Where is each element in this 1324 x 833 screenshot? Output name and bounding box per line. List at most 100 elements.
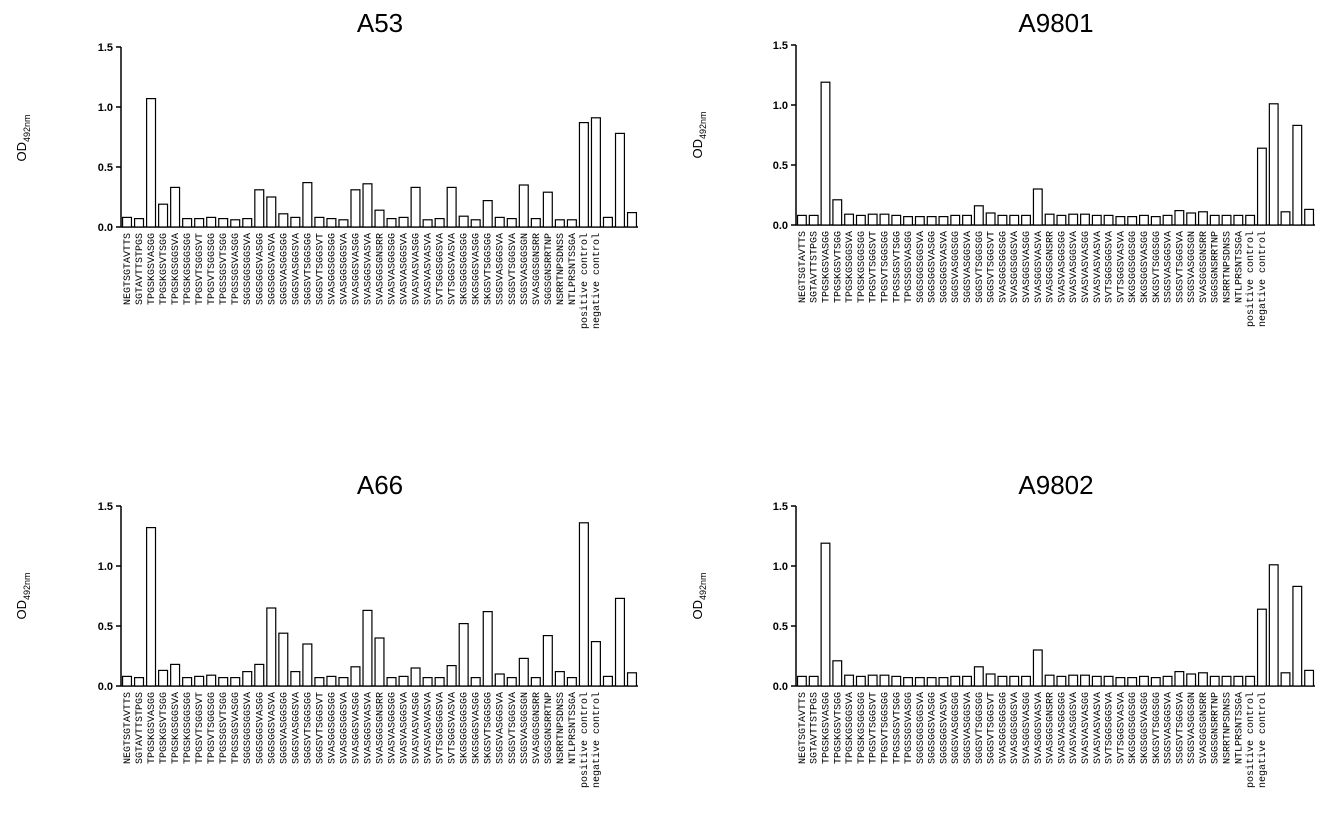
- x-tick-label: SGGSVASGGSGG: [951, 231, 962, 303]
- x-tick-label: TPGSKGSVTSGG: [833, 692, 844, 764]
- bar: [602, 675, 613, 687]
- x-tick-label: TPGSSGSVTSGG: [219, 692, 230, 764]
- x-tick-label: SGGSGGSGGSVA: [916, 231, 927, 303]
- x-tick-label: SGGSGGSVASGG: [255, 692, 266, 764]
- bar: [518, 184, 529, 228]
- bar: [1150, 676, 1161, 687]
- bar: [302, 182, 313, 228]
- bar: [879, 674, 890, 687]
- x-tick-label: SSGSVTSGGSVA: [1175, 692, 1186, 764]
- bar: [1209, 675, 1220, 687]
- bar: [1221, 675, 1232, 687]
- x-tick-label: NSRRTNPSDNSS: [1223, 692, 1234, 764]
- bar: [1127, 676, 1138, 687]
- x-tick-label: NEGTSGTAVTTS: [798, 231, 809, 303]
- y-tick-label: 0.0: [98, 681, 113, 693]
- chart-panel-2: A9801 OD492nm 0.0 0.5 1.0 1.5 NEGTSGTAVTTS SGTA…: [690, 8, 1315, 327]
- x-tick-label: TPGSKGSVASGG: [821, 692, 832, 764]
- bar: [446, 664, 457, 687]
- x-tick-label: SSGSVASGGSGN: [1187, 692, 1198, 764]
- x-tick-label: positive control: [579, 692, 591, 788]
- x-tick-label: SGGSVTSGGSGG: [303, 233, 314, 305]
- x-tick-label: NTLPRSNTSSGA: [1234, 231, 1245, 303]
- bar: [938, 676, 949, 687]
- x-tick-label: SSGSVASGGSGN: [520, 692, 531, 764]
- x-tick-label: SGGSVASGGSVA: [963, 692, 974, 764]
- bar: [1139, 675, 1149, 687]
- x-tick-label: SKGSVTSGGSGG: [1152, 231, 1163, 303]
- bar: [506, 218, 517, 228]
- bar: [1150, 216, 1161, 226]
- bar: [1292, 124, 1303, 226]
- bar: [1256, 147, 1267, 226]
- bar: [985, 673, 996, 687]
- y-tick-label: 0.5: [773, 621, 788, 633]
- bar: [386, 218, 397, 228]
- x-tick-label: SKGSGGSVASGG: [1140, 231, 1151, 303]
- bar: [554, 670, 565, 687]
- bar: [973, 666, 984, 687]
- bar: [422, 219, 433, 228]
- x-tick-label: TPGSKGSGGSVA: [845, 231, 856, 303]
- x-tick-label: TPGSSGSVASGG: [904, 692, 915, 764]
- bar: [470, 676, 481, 687]
- bar: [482, 610, 493, 687]
- bar: [218, 676, 229, 687]
- bar: [614, 597, 626, 687]
- bar: [1032, 649, 1043, 687]
- bar: [182, 218, 193, 228]
- x-tick-label: TPGSVTSGGSVT: [195, 233, 206, 305]
- bar: [530, 676, 541, 687]
- x-tick-label: SVASVASVASGG: [1081, 231, 1092, 303]
- x-tick-label: NTLPRSNTSSGA: [568, 692, 579, 764]
- x-tick-label: SVASVASVASVA: [424, 692, 435, 764]
- bar: [266, 607, 277, 687]
- x-tick-label: negative control: [591, 233, 603, 329]
- x-tick-label: SVASGGSGNSRR: [376, 233, 387, 305]
- bar: [820, 542, 831, 687]
- bar: [350, 666, 361, 687]
- bar: [844, 213, 855, 226]
- x-tick-label: SGGSVTSGGSVT: [987, 692, 998, 764]
- bar: [962, 214, 972, 226]
- y-tick-label: 1.5: [98, 501, 113, 513]
- x-tick-label: SGTAVTTSTPGS: [135, 692, 146, 764]
- bar: [374, 209, 385, 228]
- bar: [518, 657, 529, 687]
- x-tick-label: SVASGGSVASVA: [363, 692, 374, 764]
- x-tick-label: SVTSGGSVASVA: [448, 233, 459, 305]
- x-tick-label: SKGSGGSVASGG: [472, 692, 483, 764]
- bar: [1292, 585, 1303, 687]
- x-tick-label: TPGSKGSGGSGG: [857, 692, 868, 764]
- bar: [796, 675, 807, 687]
- x-tick-label: positive control: [1245, 692, 1257, 788]
- x-tick-label: TPGSKGSGGSGG: [857, 231, 868, 303]
- bar: [1115, 676, 1126, 687]
- x-tick-label: SGGSGNSRRTNP: [544, 692, 555, 764]
- x-tick-label: SGGSGGSVASVA: [939, 231, 950, 303]
- bar: [218, 218, 229, 228]
- x-tick-label: positive control: [1245, 231, 1257, 327]
- x-tick-label: TPGSVTSGGSGG: [207, 233, 218, 305]
- bar: [494, 216, 505, 228]
- x-tick-label: SGGSVASGGSGG: [279, 692, 290, 764]
- bar: [879, 213, 890, 226]
- x-tick-label: SGTAVTTSTPGS: [810, 692, 821, 764]
- bar: [434, 218, 445, 228]
- x-tick-label: SSGSVASGGSGN: [1187, 231, 1198, 303]
- bar: [290, 216, 301, 228]
- x-tick-label: SVASGGSGNSRR: [1046, 231, 1057, 303]
- x-tick-label: TPGSVTSGGSVT: [869, 692, 880, 764]
- y-tick-label: 1.0: [98, 561, 113, 573]
- bar: [973, 205, 984, 226]
- bar: [1280, 672, 1291, 687]
- x-tick-label: TPGSVTSGGSGG: [207, 692, 218, 764]
- x-tick-label: SSGSVASGGSVA: [1164, 231, 1175, 303]
- y-tick-label: 1.5: [98, 42, 113, 54]
- bar: [362, 609, 373, 687]
- bar: [891, 214, 902, 226]
- x-tick-label: SGGSGGSGGSVA: [243, 233, 254, 305]
- bar: [542, 191, 553, 228]
- x-tick-label: SSGSVTSGGSVA: [1175, 231, 1186, 303]
